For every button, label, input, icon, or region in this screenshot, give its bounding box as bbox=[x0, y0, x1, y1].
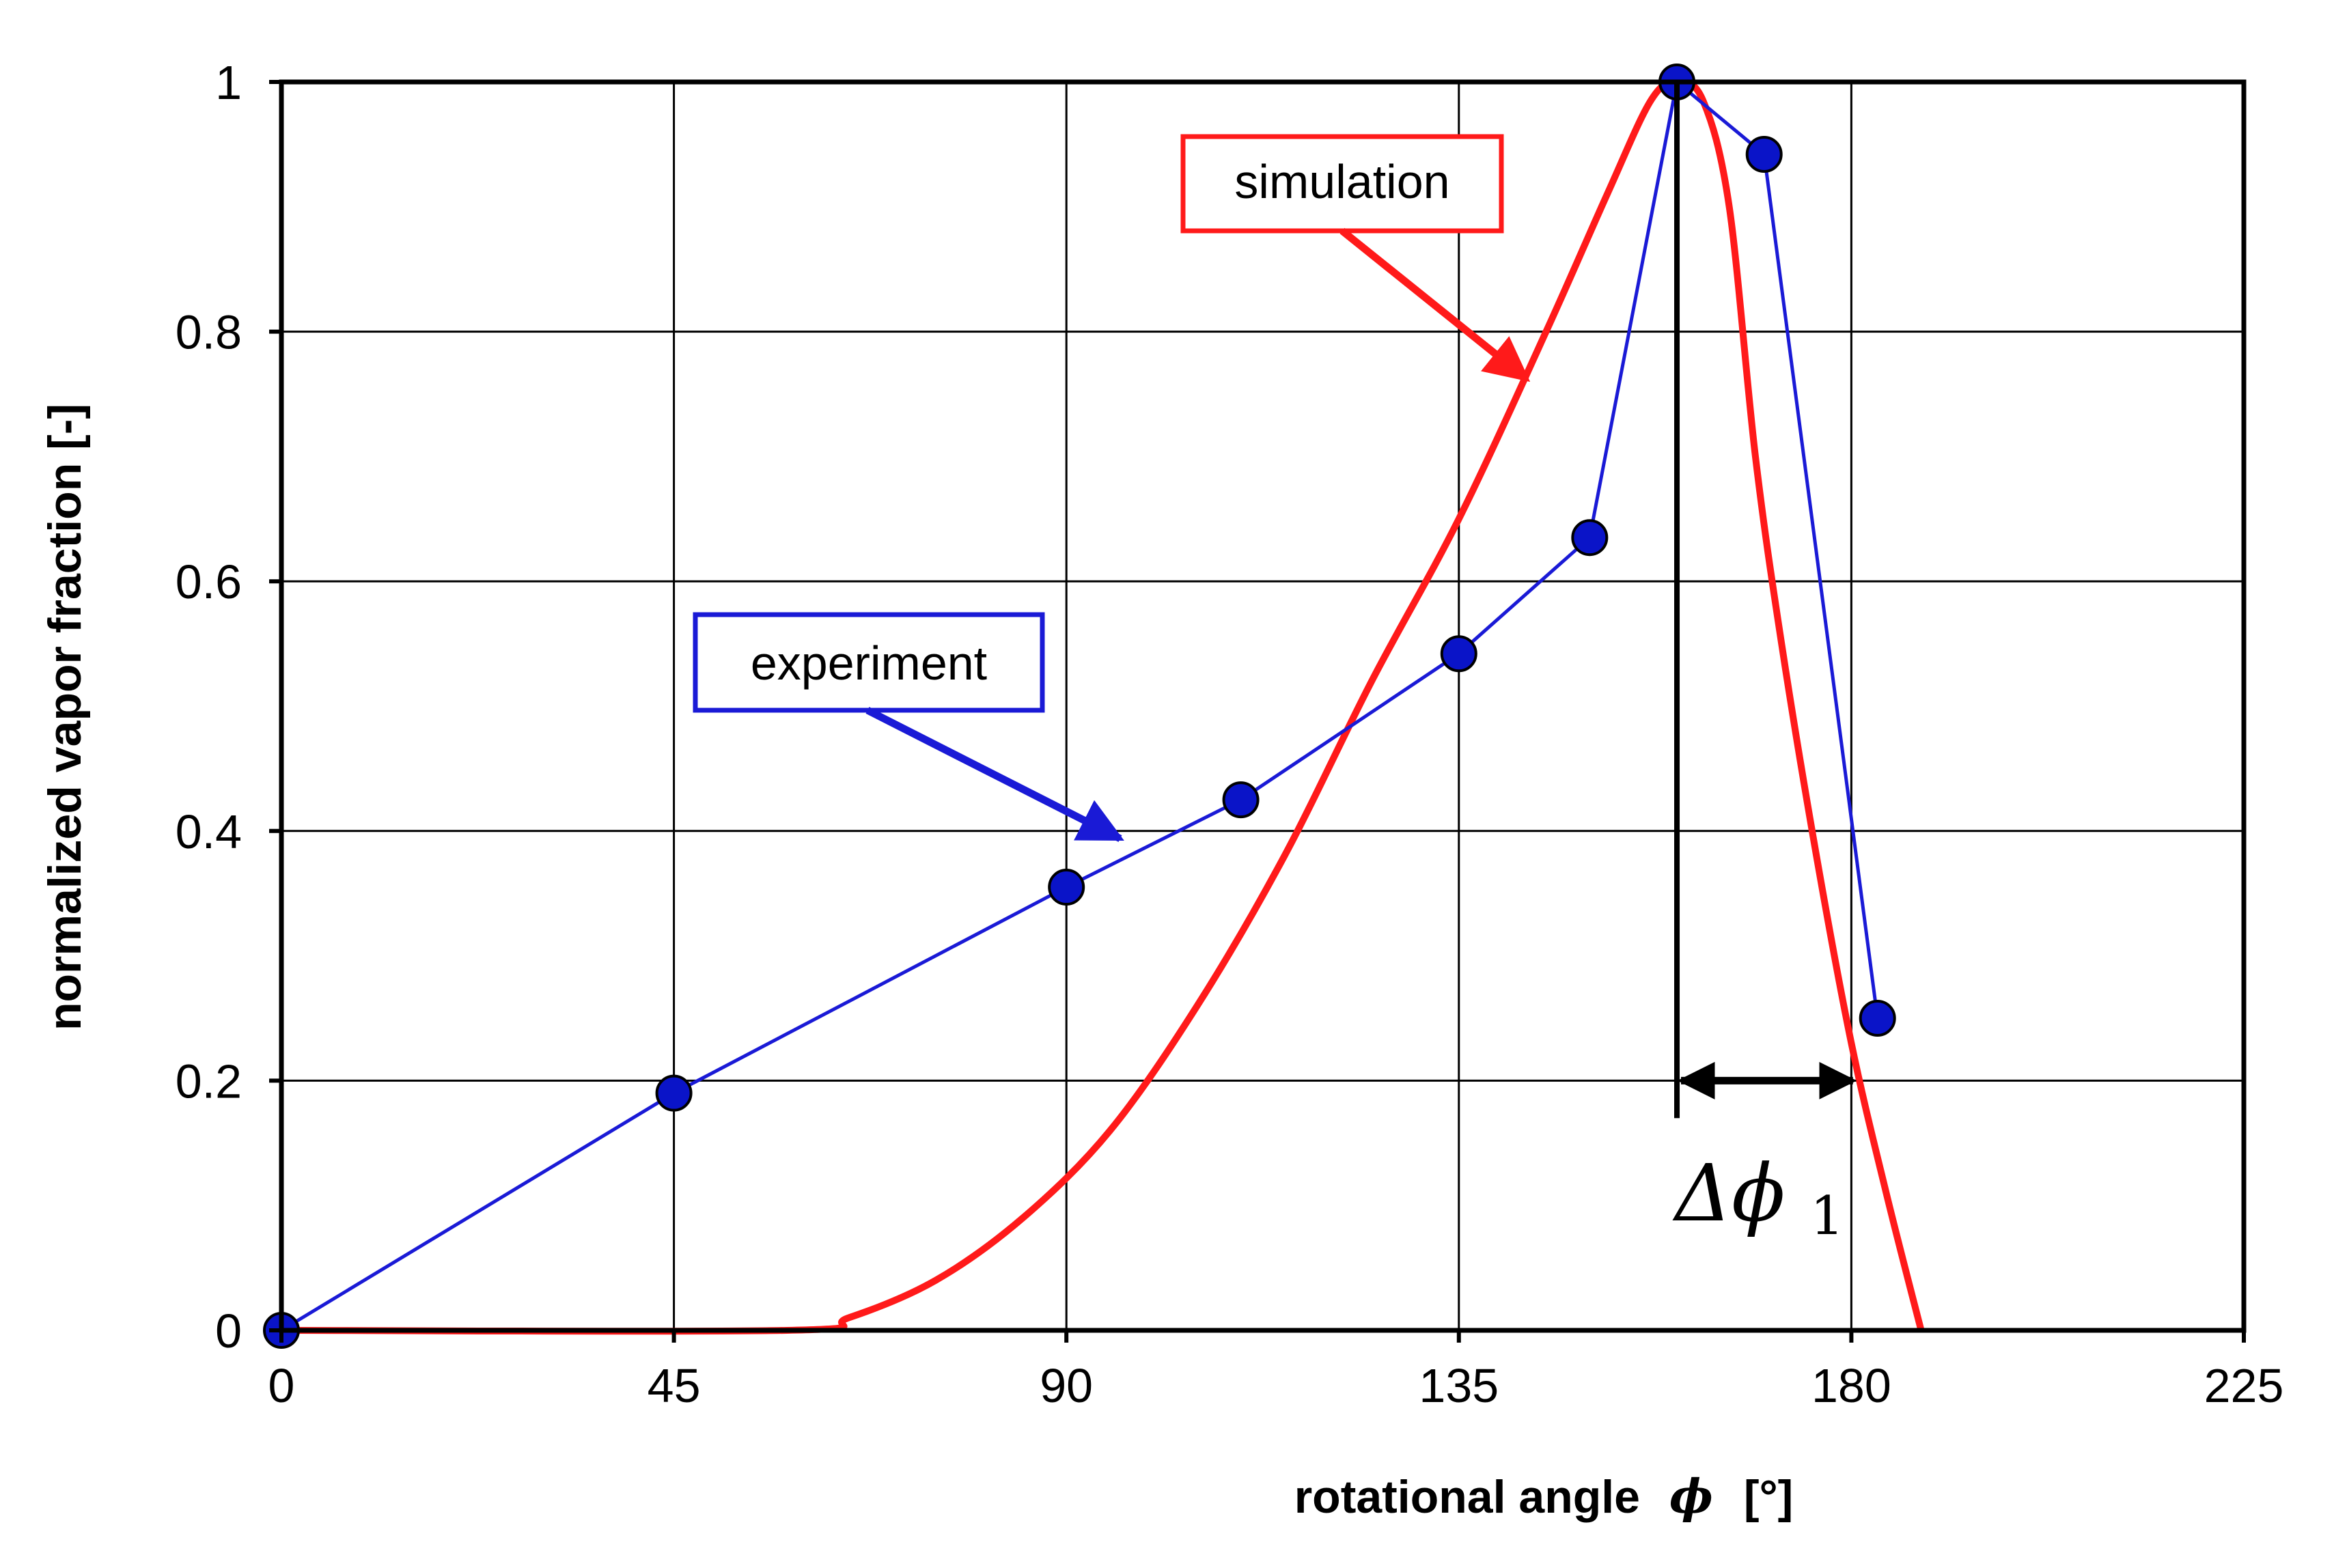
experiment-label-box bbox=[693, 612, 1045, 713]
x-tick-label: 45 bbox=[648, 1359, 701, 1412]
y-tick-label: 0.8 bbox=[176, 306, 242, 359]
simulation-label: simulation bbox=[1234, 155, 1449, 208]
experiment-data-point bbox=[655, 1074, 693, 1112]
experiment-data-point bbox=[1048, 869, 1085, 906]
plot-border bbox=[279, 79, 2247, 1333]
y-tick-label: 0.6 bbox=[176, 555, 242, 608]
simulation-callout-arrow bbox=[1339, 227, 1531, 382]
experiment-series-line bbox=[280, 79, 1880, 1332]
delta-phi-label: Δϕ 1 bbox=[1672, 1148, 1844, 1247]
simulation-label-box bbox=[1180, 134, 1504, 234]
x-tick-label: 135 bbox=[1419, 1359, 1499, 1412]
simulation-series-line bbox=[281, 78, 1925, 1335]
x-tick-label: 0 bbox=[268, 1359, 295, 1412]
delta-phi-symbol: Δϕ bbox=[1672, 1148, 1785, 1240]
y-tick-label: 0.4 bbox=[176, 805, 242, 858]
y-tick-label: 0.2 bbox=[176, 1054, 242, 1108]
experiment-data-point bbox=[1745, 136, 1783, 173]
experiment-data-point bbox=[1859, 1000, 1896, 1037]
experiment-data-point bbox=[1440, 635, 1477, 673]
delta-phi-subscript: 1 bbox=[1810, 1186, 1844, 1247]
y-tick-label: 0 bbox=[215, 1304, 242, 1358]
y-axis-title: normalized vapor fraction [-] bbox=[39, 404, 91, 1031]
x-axis-title-symbol: ϕ bbox=[1669, 1470, 1713, 1524]
experiment-data-point bbox=[1571, 519, 1609, 557]
x-tick-label: 90 bbox=[1040, 1359, 1093, 1412]
plot-frame bbox=[269, 79, 2247, 1343]
x-tick-label: 225 bbox=[2204, 1359, 2284, 1412]
y-tick-label: 1 bbox=[215, 56, 242, 109]
x-tick-label: 180 bbox=[1811, 1359, 1891, 1412]
experiment-callout-arrow bbox=[865, 707, 1124, 842]
series-layer bbox=[263, 64, 1925, 1349]
x-axis-title-unit: [°] bbox=[1744, 1471, 1793, 1523]
tick-labels: 0 45 90 135 180 225 0 0.2 0.4 0.6 0.8 1 bbox=[176, 56, 2284, 1412]
annotations: experiment simulation Δϕ 1 bbox=[693, 82, 1857, 1247]
x-axis-title-text: rotational angle bbox=[1294, 1471, 1640, 1523]
experiment-label: experiment bbox=[751, 636, 987, 690]
x-axis-title: rotational angle ϕ [°] bbox=[1294, 1470, 1794, 1524]
grid-lines bbox=[280, 81, 2245, 1332]
experiment-data-point bbox=[1222, 781, 1260, 819]
